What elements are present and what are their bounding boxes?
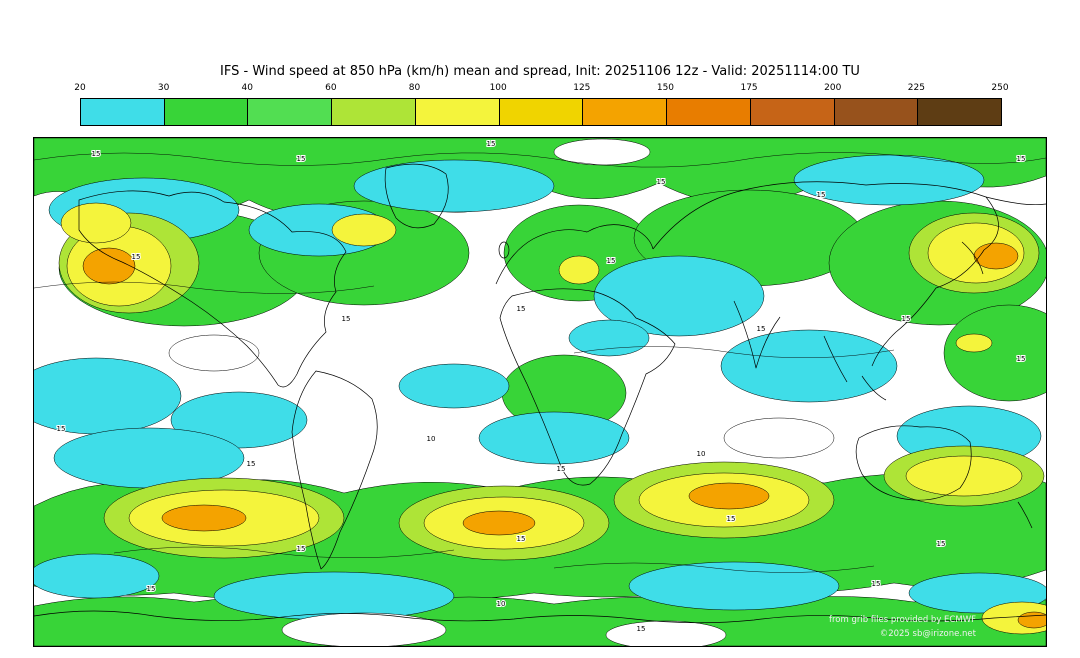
spread-contour-lines [34,152,1046,573]
contour-label: 15 [637,625,646,633]
colorbar-swatch [415,99,500,125]
contour-label: 15 [607,257,616,265]
contour-label: 15 [1017,355,1026,363]
colorbar-tick-label: 175 [740,83,758,93]
contour-labels-group: 15 15 15 15 15 15 15 15 15 15 15 15 15 15 15 10 15 10 15 15… [56,139,1027,634]
contour-label: 15 [297,545,306,553]
colorbar-swatch [499,99,584,125]
colorbar-swatch [750,99,835,125]
colorbar-tick-label: 30 [157,83,170,93]
colorbar-swatch [81,99,165,125]
colorbar-tick-label: 250 [991,83,1009,93]
colorbar-tick-label: 100 [489,83,507,93]
credit-line: from grib files provided by ECMWF [829,615,976,625]
contour-label: 15 [132,253,141,261]
contour-label: 15 [902,315,911,323]
contour-label: 15 [57,425,66,433]
contour-label: 15 [247,460,256,468]
contour-label: 10 [427,435,436,443]
coastlines [34,163,1046,624]
contour-label: 10 [697,450,706,458]
colorbar-tick-label: 200 [824,83,842,93]
colorbar-swatch [248,99,333,125]
colorbar-ticks: 20 30 40 60 80 100 125 150 175 200 225 250 [74,83,1008,96]
colorbar-swatch [918,99,1002,125]
map-area: 15 15 15 15 15 15 15 15 15 15 15 15 15 15 15 10 15 10 15 15… [33,137,1047,647]
contour-label: 10 [497,600,506,608]
map-credits: from grib files provided by ECMWF ©2025 s… [829,613,976,641]
contour-label: 15 [487,140,496,148]
contour-label: 15 [557,465,566,473]
contour-label: 15 [937,540,946,548]
contour-label: 15 [517,305,526,313]
chart-title: IFS - Wind speed at 850 hPa (km/h) mean … [220,64,860,79]
colorbar-tick-label: 80 [408,83,421,93]
contour-label: 15 [342,315,351,323]
colorbar-swatch [332,99,416,125]
colorbar [80,98,1002,126]
colorbar-swatch [834,99,919,125]
credit-line: ©2025 sb@irizone.net [879,629,976,639]
contour-label: 15 [1017,155,1026,163]
contour-label: 15 [92,150,101,158]
colorbar-tick-label: 20 [74,83,86,93]
colorbar-tick-label: 40 [241,83,253,93]
colorbar-swatch [583,99,668,125]
contour-label: 15 [517,535,526,543]
colorbar-tick-label: 60 [325,83,337,93]
colorbar-swatch [164,99,249,125]
colorbar-swatch [667,99,751,125]
contour-label: 15 [757,325,766,333]
contour-label: 15 [872,580,881,588]
contour-label: 15 [147,585,156,593]
contour-label: 15 [727,515,736,523]
world-wind-map: 15 15 15 15 15 15 15 15 15 15 15 15 15 15 15 10 15 10 15 15… [34,138,1046,646]
calm-wind-regions [168,138,835,646]
contour-label: 15 [657,178,666,186]
colorbar-tick-label: 225 [907,83,925,93]
colorbar-tick-label: 125 [573,83,591,93]
contour-label: 15 [297,155,306,163]
contour-label: 15 [817,191,826,199]
colorbar-tick-label: 150 [656,83,675,93]
